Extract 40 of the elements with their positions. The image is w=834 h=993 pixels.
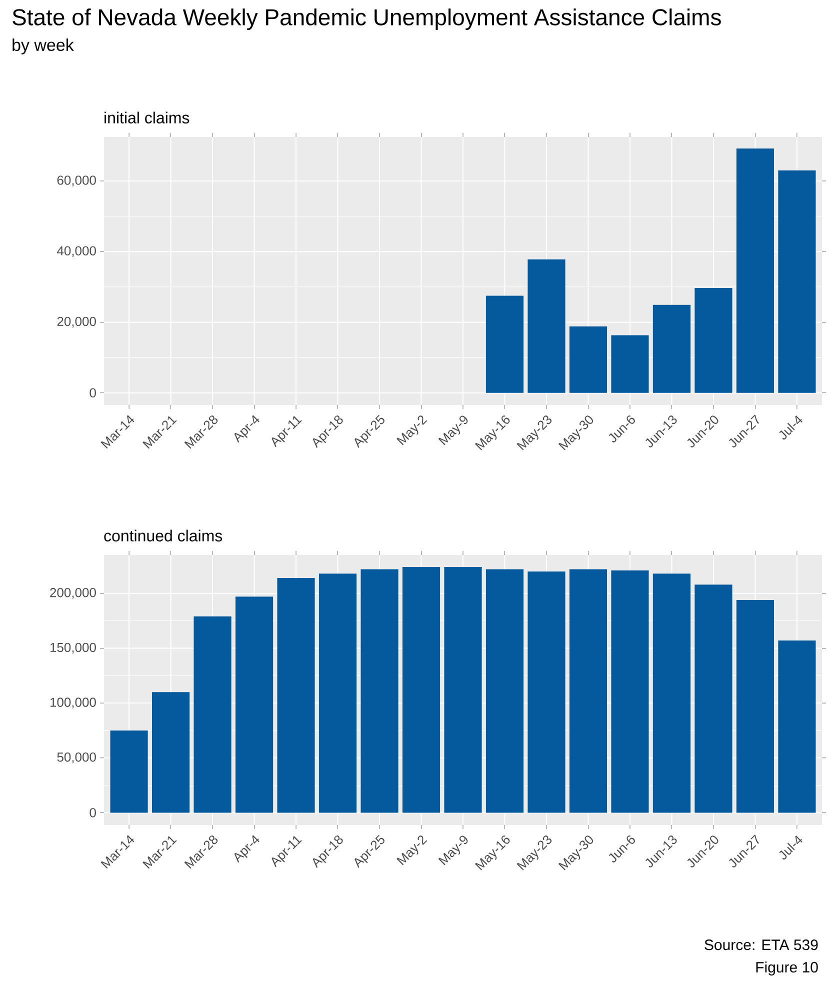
y-tick-label: 60,000 <box>57 176 96 186</box>
bar <box>194 616 232 813</box>
y-tick-label: 20,000 <box>57 316 96 328</box>
bar <box>360 569 398 813</box>
source-note: Source: ETA 539 <box>704 940 818 950</box>
bar <box>486 296 524 393</box>
y-tick-label: 50,000 <box>57 752 96 764</box>
bar <box>652 574 691 813</box>
bar <box>611 570 649 813</box>
bar <box>528 571 566 813</box>
bar <box>318 574 357 813</box>
bar <box>652 304 691 393</box>
bar <box>569 569 608 813</box>
y-tick-label: 40,000 <box>57 246 96 257</box>
text: by week <box>12 38 74 54</box>
y-tick-label: 0 <box>90 388 96 398</box>
bar <box>778 640 816 813</box>
chart-title: continued claims <box>104 530 222 542</box>
text: State of Nevada Weekly Pandemic Unemployment Assistance Claims <box>12 8 721 30</box>
bar <box>611 335 649 393</box>
bar <box>110 730 148 813</box>
bar <box>152 692 190 813</box>
bar <box>569 326 608 393</box>
bar <box>778 170 816 393</box>
y-tick-label: 150,000 <box>50 642 96 654</box>
bar <box>528 259 566 393</box>
bar <box>694 584 732 813</box>
bar <box>694 288 732 393</box>
bar <box>277 578 315 813</box>
bar <box>486 569 524 813</box>
caption: Figure 10 <box>756 962 818 976</box>
y-tick-label: 0 <box>90 808 96 818</box>
y-tick-label: 200,000 <box>50 588 96 599</box>
bar <box>402 567 440 813</box>
bar <box>736 600 774 813</box>
bar <box>444 567 482 813</box>
bar <box>235 596 274 813</box>
bar <box>736 148 774 393</box>
y-tick-label: 100,000 <box>50 698 96 708</box>
chart-title: initial claims <box>104 112 190 124</box>
